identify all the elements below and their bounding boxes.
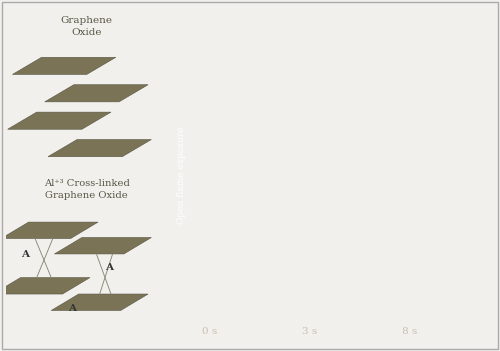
Polygon shape bbox=[51, 294, 148, 311]
Text: A: A bbox=[22, 251, 30, 259]
Polygon shape bbox=[8, 112, 111, 129]
Text: A: A bbox=[68, 304, 76, 313]
Polygon shape bbox=[1, 222, 98, 239]
Polygon shape bbox=[12, 57, 116, 74]
Text: 8 s: 8 s bbox=[402, 327, 417, 336]
Polygon shape bbox=[0, 278, 90, 294]
Polygon shape bbox=[48, 140, 152, 157]
Text: Open flame exposure: Open flame exposure bbox=[176, 127, 186, 224]
Text: Graphene
Oxide: Graphene Oxide bbox=[61, 16, 113, 37]
Text: Al⁺³ Cross-linked
Graphene Oxide: Al⁺³ Cross-linked Graphene Oxide bbox=[44, 179, 130, 200]
Polygon shape bbox=[45, 85, 148, 102]
Text: 0 s: 0 s bbox=[202, 327, 218, 336]
Text: A: A bbox=[106, 263, 114, 272]
Polygon shape bbox=[54, 238, 152, 254]
Text: 3 s: 3 s bbox=[302, 327, 318, 336]
